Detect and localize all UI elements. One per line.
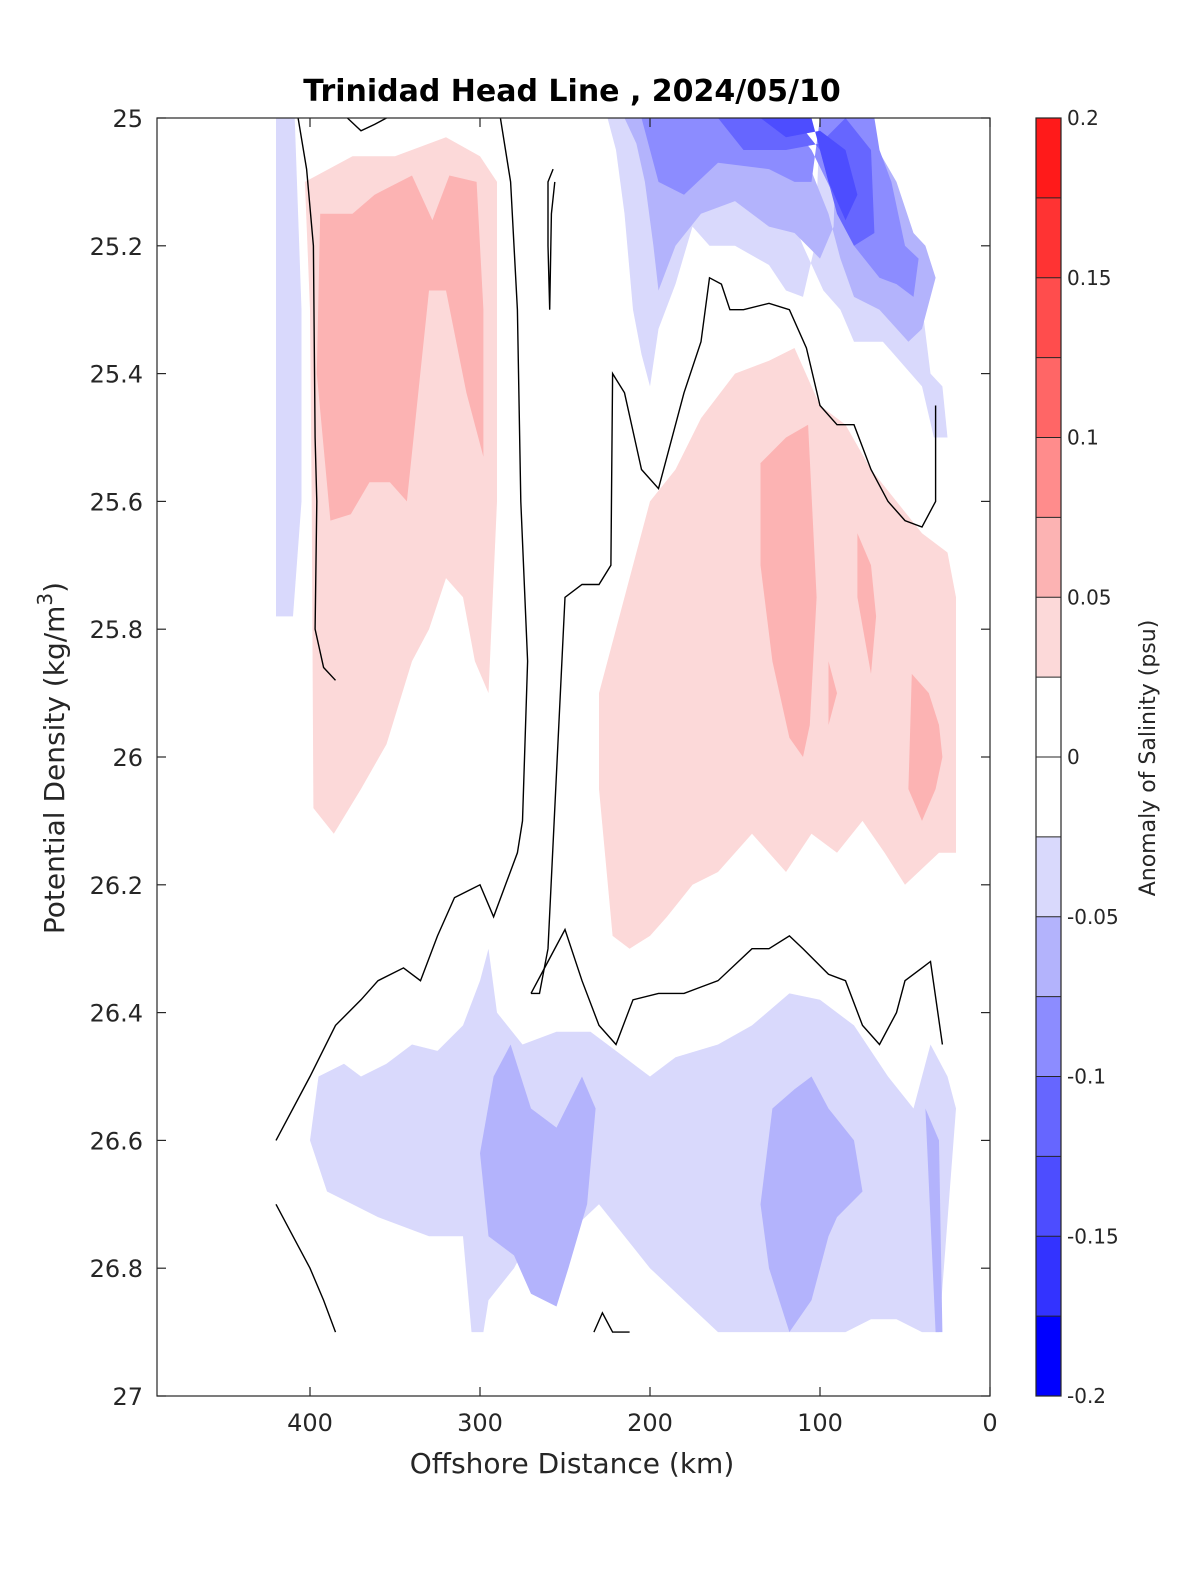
colorbar-level <box>1036 1076 1061 1157</box>
region-fresh-edge-offshore-light <box>276 118 302 617</box>
colorbar-level <box>1036 277 1061 358</box>
region-deep-fresh-core-inshore <box>760 1076 863 1333</box>
colorbar-label: Anomaly of Salinity (psu) <box>1136 620 1161 897</box>
region-salty-core-inshore-d <box>908 673 943 821</box>
y-tick-label: 25.6 <box>90 488 143 516</box>
contour-zero-island <box>547 168 556 310</box>
contour-zero-deep-bottom <box>593 1311 630 1333</box>
contour-zero-offshore-top <box>346 117 387 132</box>
colorbar-level <box>1036 1236 1061 1317</box>
colorbar-level <box>1036 357 1061 438</box>
colorbar-level <box>1036 118 1061 198</box>
contour-fills <box>276 118 956 1333</box>
colorbar-tick-label: 0.15 <box>1067 266 1112 290</box>
y-tick-label: 26.8 <box>90 1255 143 1283</box>
y-tick-label: 26.2 <box>90 872 143 900</box>
x-tick-label: 400 <box>287 1409 333 1437</box>
y-tick-label: 25.2 <box>90 233 143 261</box>
x-tick-label: 200 <box>627 1409 673 1437</box>
colorbar-tick-label: 0 <box>1067 745 1080 769</box>
colorbar-level <box>1036 996 1061 1077</box>
chart-title: Trinidad Head Line , 2024/05/10 <box>303 74 840 109</box>
y-axis-label-main: Potential Density (kg/m <box>38 606 71 935</box>
contour-zero-offshore-upper <box>297 117 337 681</box>
colorbar-tick-label: -0.2 <box>1067 1384 1106 1408</box>
y-axis-label: Potential Density (kg/m3) <box>33 582 71 934</box>
colorbar-tick-label: 0.2 <box>1067 106 1099 130</box>
region-deep-fresh-core-edge <box>925 1108 943 1333</box>
contour-zero-lower-band <box>530 927 944 1046</box>
colorbar-level <box>1036 836 1061 917</box>
zero-contour-lines <box>275 117 944 1333</box>
colorbar-level <box>1036 517 1061 598</box>
colorbar-level <box>1036 916 1061 997</box>
colorbar-level <box>1036 437 1061 518</box>
y-tick-label: 25.8 <box>90 616 143 644</box>
contour-zero-inshore-loop <box>531 276 937 995</box>
y-tick-label: 27 <box>112 1383 143 1411</box>
colorbar-level <box>1036 597 1061 678</box>
y-tick-label: 25.4 <box>90 361 143 389</box>
x-tick-label: 0 <box>982 1409 997 1437</box>
region-salty-core-inshore-c <box>828 661 837 725</box>
colorbar-level <box>1036 677 1061 757</box>
y-tick-label: 26.4 <box>90 1000 143 1028</box>
colorbar-tick-label: -0.15 <box>1067 1224 1119 1248</box>
y-tick-label: 25 <box>112 105 143 133</box>
colorbar-level <box>1036 757 1061 837</box>
colorbar-tick-label: 0.1 <box>1067 426 1099 450</box>
y-axis-label-sup: 3 <box>33 593 57 606</box>
colorbar-tick-label: 0.05 <box>1067 585 1112 609</box>
x-axis-label: Offshore Distance (km) <box>410 1447 735 1480</box>
colorbar-frame <box>1035 117 1062 1397</box>
y-tick-label: 26 <box>112 744 143 772</box>
region-salty-core-inshore <box>760 424 817 757</box>
x-tick-label: 300 <box>457 1409 503 1437</box>
region-deep-fresh-core-offshore <box>480 1044 596 1307</box>
colorbar-tick-label: -0.1 <box>1067 1065 1106 1089</box>
y-tick-label: 26.6 <box>90 1127 143 1155</box>
region-fresh-wedge-inshore-core <box>760 118 858 221</box>
colorbar-level <box>1036 1316 1061 1396</box>
axes: 400 300 200 100 0 25 25.2 25.4 25.6 25.8 26 26.2 26.… <box>90 105 998 1437</box>
region-salty-core-offshore <box>316 175 484 521</box>
colorbar-level <box>1036 197 1061 278</box>
contour-zero-deep-offshore <box>275 1203 337 1333</box>
contour-zero-central <box>275 117 529 1141</box>
x-tick-label: 100 <box>797 1409 843 1437</box>
y-axis-label-close: ) <box>38 582 71 593</box>
colorbar-level <box>1036 1156 1061 1237</box>
colorbar: 0.2 0.15 0.1 0.05 0 -0.05 -0.1 -0.15 -0.2 <box>1035 106 1119 1408</box>
colorbar-tick-label: -0.05 <box>1067 905 1119 929</box>
region-salty-core-inshore-b <box>857 533 877 674</box>
